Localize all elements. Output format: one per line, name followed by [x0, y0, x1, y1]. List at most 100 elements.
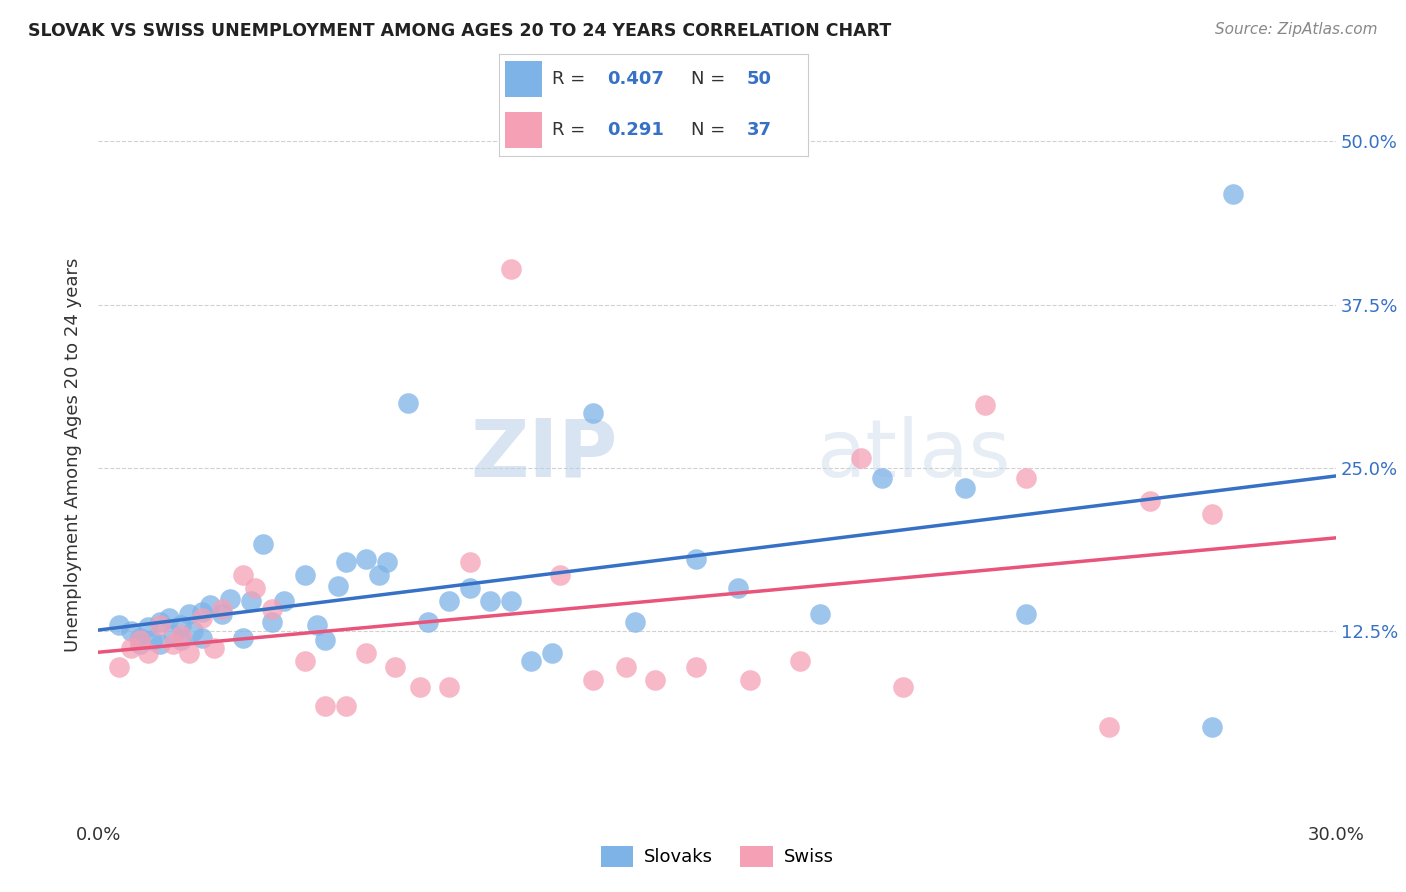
Point: [128, 631, 150, 645]
Point: [396, 395, 419, 409]
Point: [181, 624, 204, 639]
Point: [149, 637, 172, 651]
Point: [499, 594, 522, 608]
Point: [128, 633, 150, 648]
Point: [1139, 493, 1161, 508]
Text: 50: 50: [747, 70, 772, 88]
Point: [384, 659, 406, 673]
Point: [541, 647, 564, 661]
Point: [211, 602, 233, 616]
Point: [1201, 720, 1223, 734]
Point: [437, 594, 460, 608]
Text: N =: N =: [690, 70, 731, 88]
Text: 0.407: 0.407: [607, 70, 664, 88]
Point: [314, 633, 336, 648]
Point: [375, 555, 398, 569]
Point: [170, 633, 193, 648]
Point: [614, 659, 637, 673]
Point: [252, 537, 274, 551]
Point: [499, 262, 522, 277]
Text: Source: ZipAtlas.com: Source: ZipAtlas.com: [1215, 22, 1378, 37]
Text: ZIP: ZIP: [471, 416, 619, 494]
Point: [437, 681, 460, 695]
Text: SLOVAK VS SWISS UNEMPLOYMENT AMONG AGES 20 TO 24 YEARS CORRELATION CHART: SLOVAK VS SWISS UNEMPLOYMENT AMONG AGES …: [28, 22, 891, 40]
Point: [870, 471, 893, 485]
Point: [170, 617, 193, 632]
Point: [211, 607, 233, 622]
Point: [141, 633, 163, 648]
Point: [356, 552, 378, 566]
Point: [162, 628, 184, 642]
Text: N =: N =: [690, 121, 731, 139]
Point: [644, 673, 666, 687]
FancyBboxPatch shape: [505, 112, 543, 148]
Point: [891, 681, 914, 695]
Point: [149, 617, 172, 632]
Point: [335, 698, 357, 713]
Point: [356, 647, 378, 661]
Point: [367, 568, 389, 582]
Point: [685, 659, 707, 673]
Point: [128, 637, 150, 651]
Text: 0.291: 0.291: [607, 121, 664, 139]
Point: [232, 631, 254, 645]
Point: [243, 581, 266, 595]
Point: [120, 624, 142, 639]
Point: [953, 481, 976, 495]
Point: [458, 581, 481, 595]
Point: [582, 673, 605, 687]
Point: [1201, 507, 1223, 521]
Point: [520, 654, 543, 668]
Point: [219, 591, 242, 606]
Point: [851, 450, 873, 465]
Point: [294, 654, 316, 668]
Point: [418, 615, 440, 629]
Text: 37: 37: [747, 121, 772, 139]
Point: [179, 647, 201, 661]
Text: atlas: atlas: [815, 416, 1011, 494]
Point: [157, 611, 180, 625]
Point: [190, 631, 212, 645]
Point: [789, 654, 811, 668]
Point: [314, 698, 336, 713]
Point: [108, 659, 131, 673]
Point: [136, 647, 159, 661]
Point: [727, 581, 749, 595]
Point: [120, 641, 142, 656]
Text: R =: R =: [551, 121, 591, 139]
Point: [1015, 607, 1038, 622]
Point: [1015, 471, 1038, 485]
Point: [202, 641, 225, 656]
Point: [623, 615, 645, 629]
Point: [808, 607, 831, 622]
FancyBboxPatch shape: [505, 61, 543, 96]
Point: [458, 555, 481, 569]
Point: [974, 398, 997, 412]
Point: [179, 607, 201, 622]
Legend: Slovaks, Swiss: Slovaks, Swiss: [593, 838, 841, 874]
Point: [326, 578, 349, 592]
Point: [170, 628, 193, 642]
Y-axis label: Unemployment Among Ages 20 to 24 years: Unemployment Among Ages 20 to 24 years: [65, 258, 83, 652]
Point: [335, 555, 357, 569]
Text: R =: R =: [551, 70, 591, 88]
Point: [149, 615, 172, 629]
Point: [305, 617, 328, 632]
Point: [409, 681, 432, 695]
Point: [550, 568, 572, 582]
Point: [1222, 186, 1244, 201]
Point: [273, 594, 295, 608]
Point: [232, 568, 254, 582]
Point: [136, 620, 159, 634]
Point: [260, 602, 283, 616]
Point: [260, 615, 283, 629]
Point: [190, 611, 212, 625]
Point: [190, 605, 212, 619]
Point: [198, 598, 221, 612]
Point: [738, 673, 761, 687]
Point: [479, 594, 502, 608]
Point: [582, 406, 605, 420]
Point: [1098, 720, 1121, 734]
Point: [108, 617, 131, 632]
Point: [240, 594, 263, 608]
